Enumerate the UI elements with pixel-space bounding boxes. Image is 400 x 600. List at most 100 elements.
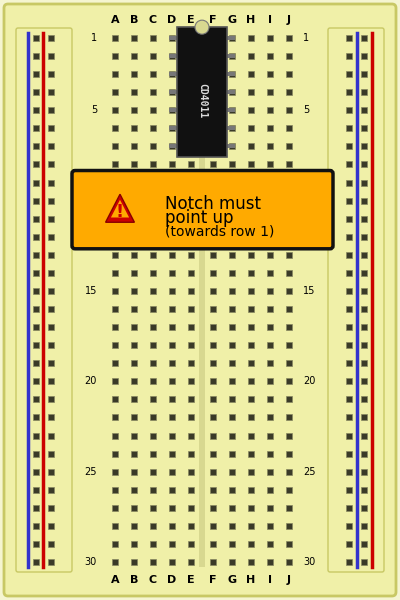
Text: 5: 5 [91,105,97,115]
Bar [361,234,367,240]
Bar [188,487,194,493]
Bar [188,342,194,348]
Bar [346,559,352,565]
Bar [210,179,216,185]
Bar [361,197,367,203]
Bar [48,234,54,240]
Bar [150,197,156,203]
Bar [210,125,216,131]
Bar [150,324,156,330]
Bar [229,360,235,366]
Bar [210,469,216,475]
Bar [346,451,352,457]
Bar [188,270,194,276]
Bar [150,53,156,59]
Bar [267,107,273,113]
Bar [361,324,367,330]
Bar [169,215,175,221]
Bar [267,505,273,511]
Bar [48,288,54,294]
Bar [346,234,352,240]
Bar [48,35,54,41]
Bar [169,505,175,511]
Bar [169,143,175,149]
Bar [346,433,352,439]
Bar [169,234,175,240]
Bar [248,252,254,258]
Bar [286,397,292,403]
Bar [48,360,54,366]
Bar [248,415,254,421]
Bar [33,215,39,221]
Bar [248,161,254,167]
Bar [33,306,39,312]
Bar [131,469,137,475]
Bar [361,306,367,312]
Bar [210,107,216,113]
Bar [267,125,273,131]
Bar [229,234,235,240]
Text: 25: 25 [84,467,97,476]
Bar [188,107,194,113]
Bar [286,541,292,547]
Bar [229,107,235,113]
Bar [210,215,216,221]
Bar [267,397,273,403]
Bar [267,270,273,276]
Bar [188,234,194,240]
Bar [48,397,54,403]
Bar [286,487,292,493]
Bar [229,270,235,276]
Bar [286,451,292,457]
Bar [150,143,156,149]
Bar [131,433,137,439]
Polygon shape [106,194,134,222]
Bar [188,451,194,457]
Bar [210,505,216,511]
Bar [229,523,235,529]
Bar [229,451,235,457]
Bar [248,360,254,366]
Bar [131,89,137,95]
Bar [33,197,39,203]
Bar [169,360,175,366]
Text: 15: 15 [85,286,97,296]
Bar [227,72,235,76]
Bar [229,469,235,475]
Bar [188,161,194,167]
Bar [210,487,216,493]
Bar [33,125,39,131]
Bar [346,288,352,294]
Bar [248,324,254,330]
Bar [131,415,137,421]
Text: 10: 10 [85,196,97,206]
Bar [188,559,194,565]
Bar [48,143,54,149]
Bar [229,71,235,77]
Bar [361,505,367,511]
Bar [229,197,235,203]
Bar [248,35,254,41]
Bar [361,415,367,421]
Bar [210,433,216,439]
Text: 20: 20 [303,376,315,386]
Bar [150,252,156,258]
Bar [248,559,254,565]
Bar [131,487,137,493]
Bar [48,197,54,203]
Bar [346,215,352,221]
Bar [188,215,194,221]
Bar [229,306,235,312]
Bar [361,53,367,59]
Bar [210,397,216,403]
Bar [267,469,273,475]
Bar [361,559,367,565]
Bar [361,270,367,276]
Bar [169,127,177,130]
Bar [267,324,273,330]
Bar [33,541,39,547]
Bar [286,107,292,113]
Bar [286,197,292,203]
Bar [112,415,118,421]
Text: I: I [268,15,272,25]
